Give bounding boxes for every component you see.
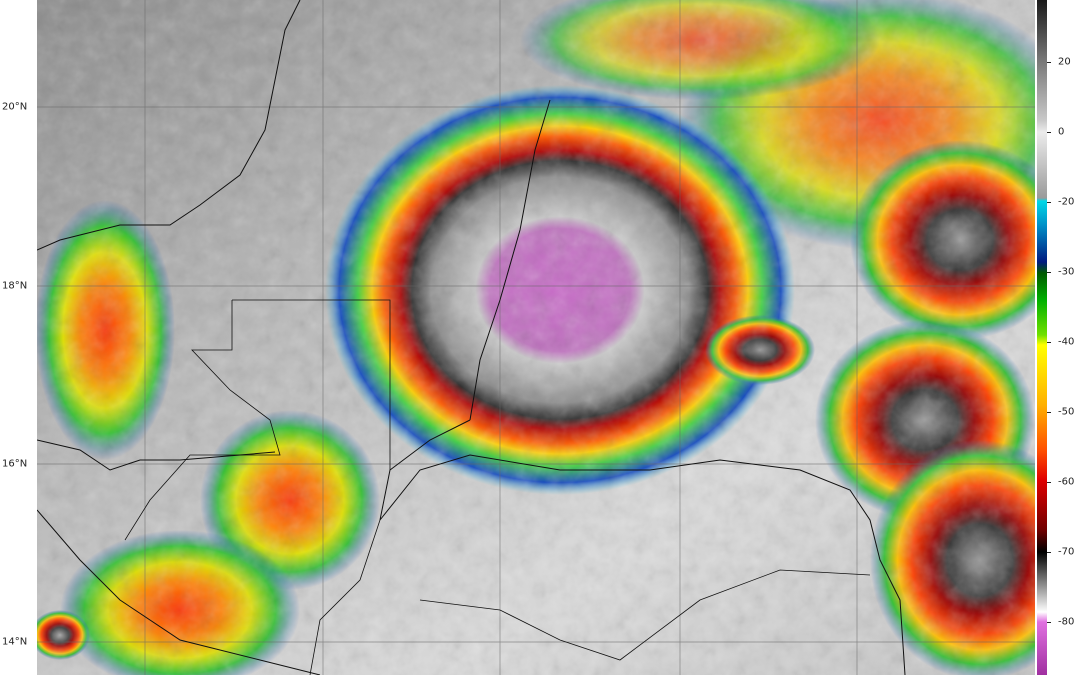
- colorbar-tick: [1047, 132, 1051, 133]
- colorbar: [1037, 0, 1047, 675]
- coastlines: [37, 0, 906, 675]
- texture: [37, 0, 1035, 675]
- latitude-label: 18°N: [2, 280, 28, 292]
- satellite-map: [37, 0, 1035, 675]
- colorbar-tick: [1047, 272, 1051, 273]
- colorbar-tick-label: -50: [1058, 406, 1075, 418]
- colorbar-tick-label: -70: [1058, 546, 1075, 558]
- colorbar-tick: [1047, 62, 1051, 63]
- latitude-label: 14°N: [2, 636, 28, 648]
- colorbar-tick: [1047, 342, 1051, 343]
- colorbar-tick: [1047, 552, 1051, 553]
- colorbar-tick-label: -80: [1058, 616, 1075, 628]
- borders: [124, 299, 871, 675]
- latitude-label: 16°N: [2, 458, 28, 470]
- colorbar-tick-label: -40: [1058, 336, 1075, 348]
- graticule: [37, 0, 1035, 675]
- colorbar-tick-label: -20: [1058, 196, 1075, 208]
- colorbar-tick: [1047, 202, 1051, 203]
- colorbar-tick-label: 20: [1058, 56, 1071, 68]
- colorbar-tick-label: -60: [1058, 476, 1075, 488]
- colorbar-tick: [1047, 412, 1051, 413]
- colorbar-tick: [1047, 622, 1051, 623]
- latitude-label: 20°N: [2, 101, 28, 113]
- colorbar-tick-label: -30: [1058, 266, 1075, 278]
- colorbar-tick: [1047, 482, 1051, 483]
- colorbar-tick-label: 0: [1058, 126, 1065, 138]
